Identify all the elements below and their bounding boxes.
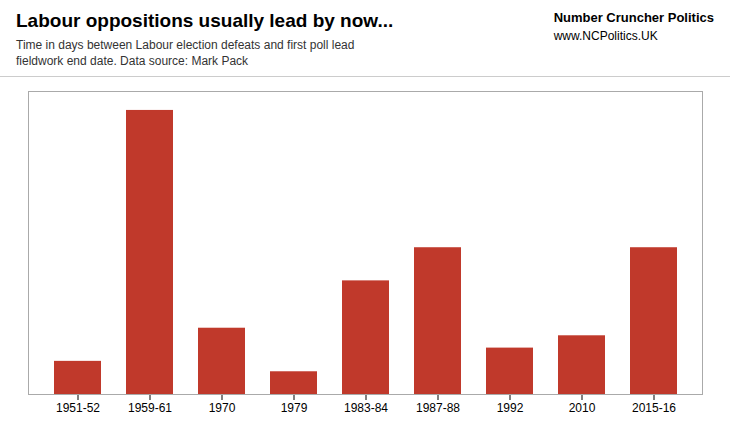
svg-text:2010: 2010	[569, 401, 596, 415]
svg-text:1983-84: 1983-84	[344, 401, 388, 415]
svg-text:1979: 1979	[281, 401, 308, 415]
svg-text:1951-52: 1951-52	[56, 401, 100, 415]
svg-text:2015-16: 2015-16	[632, 401, 676, 415]
html-text:www.NCPolitics.UK: www.NCPolitics.UK	[553, 29, 658, 43]
svg-text:1987-88: 1987-88	[416, 401, 460, 415]
html-text:Number Cruncher Politics: Number Cruncher Politics	[553, 10, 714, 25]
svg-text:1992: 1992	[497, 401, 524, 415]
html-text:Time in days between Labour el: Time in days between Labour election def…	[16, 38, 355, 52]
svg-text:1970: 1970	[209, 401, 236, 415]
html-text:Labour oppositions usually lea: Labour oppositions usually lead by now..…	[16, 10, 394, 31]
html-text:fieldwork end date. Data sourc: fieldwork end date. Data source: Mark Pa…	[16, 54, 249, 68]
svg-text:1959-61: 1959-61	[128, 401, 172, 415]
